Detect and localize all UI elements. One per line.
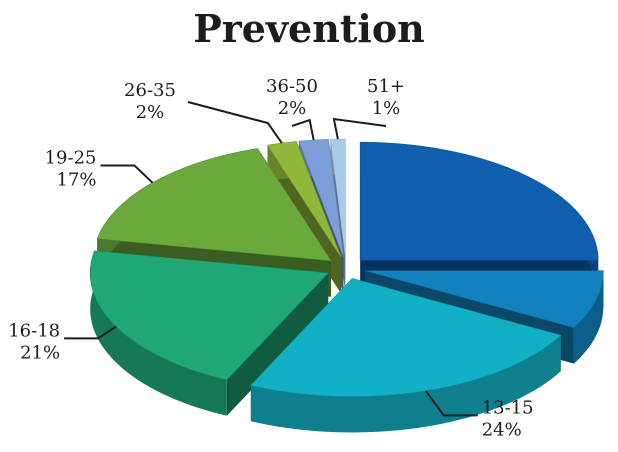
- pie-slice-13-15: [250, 278, 562, 433]
- leader-line: [424, 390, 478, 417]
- leader-line: [100, 164, 154, 184]
- pie-slice-top: [365, 270, 604, 328]
- pie-slice-side: [226, 272, 329, 416]
- slice-category-label: 26-35: [124, 80, 176, 101]
- slice-percent-label: 2%: [136, 102, 165, 123]
- pie-slice-top: [359, 141, 599, 261]
- slice-category-label: 13-15: [482, 397, 534, 418]
- pie-slice-top: [298, 139, 344, 258]
- leader-line: [64, 325, 117, 340]
- pie-slice-top: [96, 148, 332, 262]
- slice-category-label: 16-18: [8, 320, 60, 341]
- chart-title: Prevention: [193, 6, 425, 51]
- slice-percent-label: 2%: [278, 98, 307, 119]
- pie-slice-wall: [90, 250, 227, 416]
- pie-slice-top: [89, 250, 329, 381]
- pie-slice-wall: [250, 335, 561, 433]
- slice-percent-label: 21%: [20, 342, 60, 363]
- slice-percent-label: 17%: [56, 169, 96, 190]
- slice-percent-label: 24%: [482, 419, 522, 440]
- pie-slice-16-18: [89, 250, 329, 416]
- leader-line: [291, 118, 315, 141]
- slice-category-label: 36-50: [266, 76, 318, 97]
- pie-slice-top: [250, 278, 562, 397]
- leader-line: [332, 117, 387, 140]
- slice-percent-label: 1%: [372, 98, 401, 119]
- leader-line: [187, 101, 283, 144]
- slice-category-label: 51+: [367, 76, 405, 97]
- pie-slice-wall: [573, 270, 604, 364]
- slice-category-label: 19-25: [45, 147, 97, 168]
